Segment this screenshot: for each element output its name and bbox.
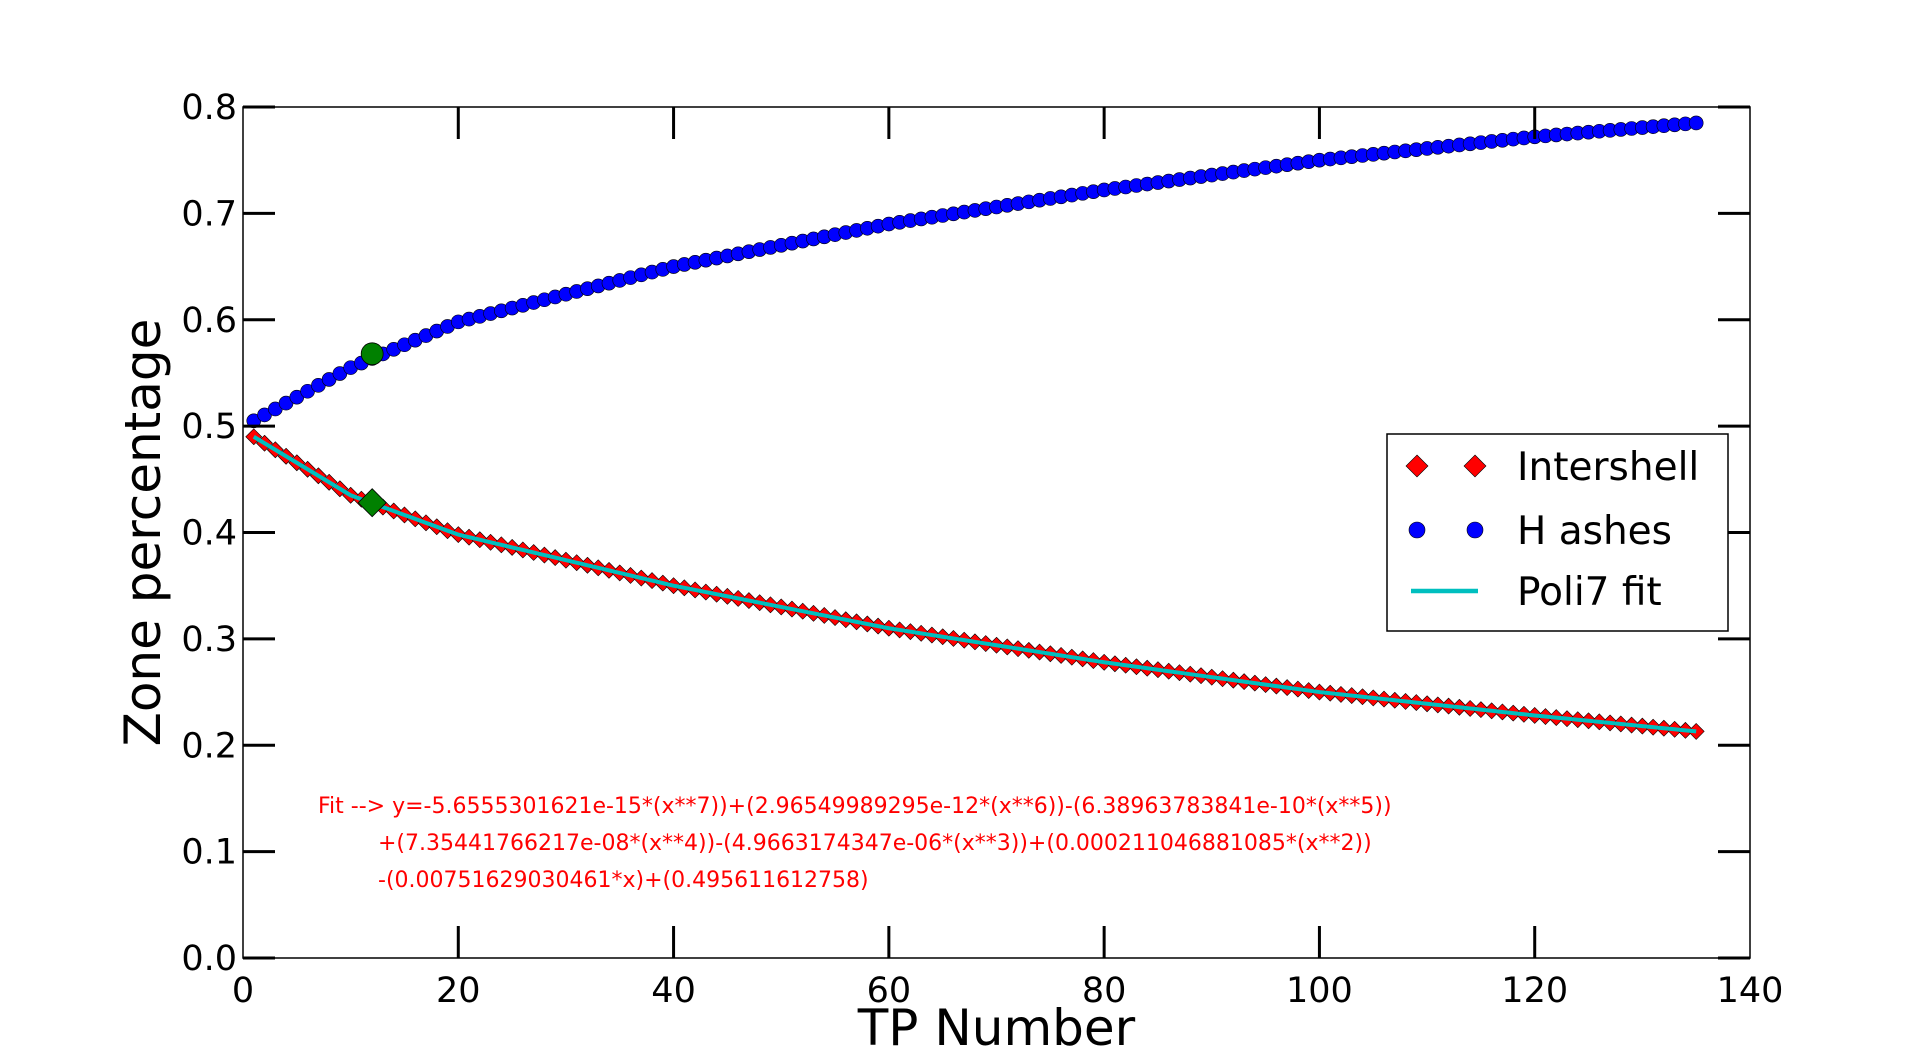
legend-h-ashes-marker: [1408, 521, 1426, 539]
x-tick-label: 40: [651, 971, 696, 1011]
y-tick-label: 0.0: [181, 939, 237, 979]
y-tick-label: 0.1: [181, 833, 237, 873]
y-tick-label: 0.4: [181, 514, 237, 554]
poli7-fit-line: [252, 435, 1697, 734]
highlight-point: [360, 342, 384, 366]
x-tick-label: 60: [867, 971, 912, 1011]
x-axis-label: TP Number: [857, 999, 1136, 1052]
legend-h-ashes-marker: [1466, 521, 1484, 539]
ticks-layer: 0 20 40 60 80 100 120 140 0.0 0.1 0.2 0.3 0.4 0.5 0.6 0…: [181, 88, 1783, 1011]
legend: Intershell H ashes Poli7 fit: [1386, 433, 1729, 632]
y-tick-label: 0.5: [181, 407, 237, 447]
x-tick-label: 80: [1082, 971, 1127, 1011]
y-tick-label: 0.6: [181, 301, 237, 341]
marks-layer: [245, 115, 1705, 740]
legend-intershell-marker: [1463, 454, 1487, 478]
legend-label: Poli7 fit: [1517, 570, 1662, 615]
x-tick-label: 140: [1717, 971, 1784, 1011]
x-tick-label: 120: [1501, 971, 1568, 1011]
fit-equation-line: -(0.00751629030461*x)+(0.495611612758): [378, 868, 869, 893]
fit-annotation: Fit --> y=-5.6555301621e-15*(x**7))+(2.9…: [318, 794, 1392, 893]
legend-box: [1386, 433, 1729, 632]
legend-label: Intershell: [1517, 445, 1699, 490]
y-tick-label: 0.3: [181, 620, 237, 660]
x-tick-label: 100: [1286, 971, 1353, 1011]
fit-equation-line: Fit --> y=-5.6555301621e-15*(x**7))+(2.9…: [318, 794, 1392, 819]
y-tick-label: 0.7: [181, 194, 237, 234]
x-tick-label: 0: [232, 971, 254, 1011]
h-ashes-point: [1688, 115, 1704, 131]
x-tick-label: 20: [436, 971, 481, 1011]
highlight-point: [357, 488, 387, 518]
y-tick-label: 0.2: [181, 726, 237, 766]
y-axis-label: Zone percentage: [114, 319, 172, 747]
legend-intershell-marker: [1405, 454, 1429, 478]
y-tick-label: 0.8: [181, 88, 237, 128]
legend-label: H ashes: [1517, 509, 1672, 554]
fit-equation-line: +(7.35441766217e-08*(x**4))-(4.966317434…: [378, 831, 1372, 856]
